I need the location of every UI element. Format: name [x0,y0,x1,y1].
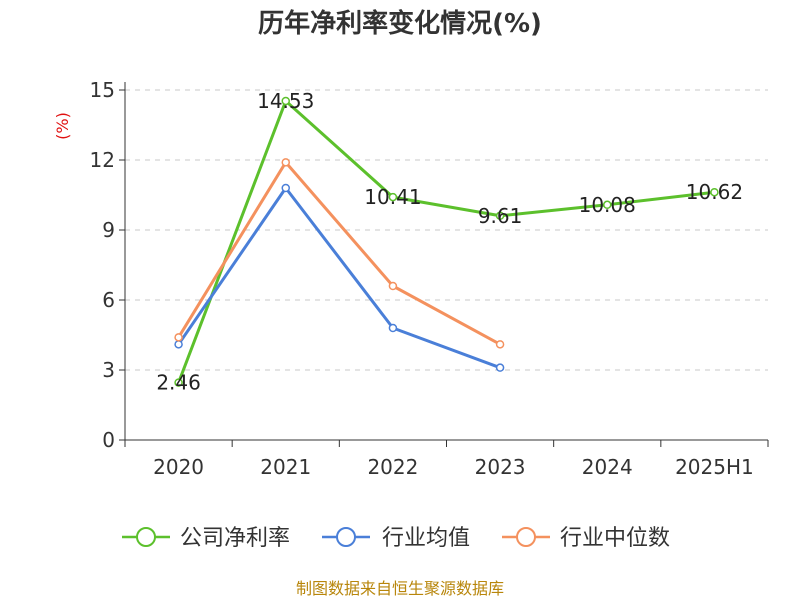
data-point [174,340,183,349]
legend-label: 公司净利率 [180,526,290,551]
legend-item: 公司净利率 [122,526,290,551]
legend-label: 行业中位数 [560,526,670,551]
y-tick-label: 9 [102,218,115,242]
legend-marker [136,527,156,547]
data-point [495,211,505,221]
legend-label: 行业均值 [382,526,470,551]
data-label: 10.62 [686,180,743,204]
x-tick-label: 2020 [153,455,204,479]
legend-marker [336,527,356,547]
data-point [603,200,612,210]
data-point [495,340,505,349]
chart-title: 历年净利率变化情况(%) [258,8,542,39]
data-label: 2.46 [156,371,201,395]
data-point [281,158,290,167]
y-tick-label: 12 [90,148,115,172]
data-point [388,281,398,291]
data-label: 14.53 [257,89,314,113]
series-line [177,99,715,384]
y-axis-label: (%) [53,112,72,140]
data-point [388,192,398,202]
x-tick-label: 2021 [260,455,311,479]
y-tick-label: 6 [102,288,115,312]
data-labels: 2.46 14.53 10.41 9.61 10.08 10.62 [156,89,743,395]
data-point [388,323,398,333]
legend-item: 行业中位数 [502,526,670,551]
legend-marker [516,527,536,547]
data-point [281,96,290,106]
legend-item: 行业均值 [322,526,470,551]
data-point [174,378,183,387]
data-point [174,333,183,342]
x-tick-label: 2022 [367,455,418,479]
x-tick-label: 2025H1 [675,455,754,479]
data-label: 9.61 [478,204,523,228]
series-line [177,160,501,346]
series-layer [174,96,719,387]
legend: 公司净利率 行业均值 行业中位数 [122,526,670,551]
series-line [177,186,501,370]
y-tick-label: 15 [90,78,115,102]
x-tick-label: 2024 [582,455,633,479]
data-label: 10.41 [364,185,421,209]
data-point [710,187,719,197]
axes: 0 3 6 9 12 15 2020 2021 2022 2023 2024 2025H1 [90,78,769,479]
source-note: 制图数据来自恒生聚源数据库 [296,579,504,598]
x-tick-label: 2023 [475,455,526,479]
data-point [495,363,505,372]
grid-lines [125,89,768,371]
data-point [281,183,290,193]
data-label: 10.08 [579,193,636,217]
y-tick-label: 0 [102,428,115,452]
y-tick-label: 3 [102,358,115,382]
